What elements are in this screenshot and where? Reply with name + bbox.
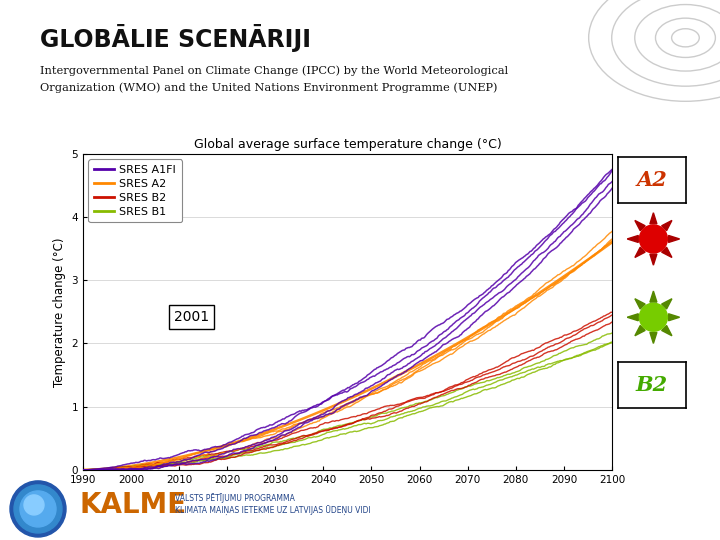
Polygon shape xyxy=(662,220,672,231)
Text: B2: B2 xyxy=(636,375,668,395)
Polygon shape xyxy=(662,247,672,258)
Text: KALME: KALME xyxy=(80,491,187,519)
Polygon shape xyxy=(635,247,645,258)
Polygon shape xyxy=(650,213,657,224)
Text: 2001: 2001 xyxy=(174,310,210,325)
Text: GLOBĀLIE SCENĀRIJI: GLOBĀLIE SCENĀRIJI xyxy=(40,24,310,52)
Polygon shape xyxy=(650,333,657,343)
Polygon shape xyxy=(627,235,638,242)
Polygon shape xyxy=(669,235,680,242)
Polygon shape xyxy=(635,326,645,336)
Circle shape xyxy=(639,225,667,253)
Circle shape xyxy=(24,495,44,515)
Text: Intergovernmental Panel on Climate Change (IPCC) by the World Meteorological: Intergovernmental Panel on Climate Chang… xyxy=(40,66,508,77)
Y-axis label: Temperature change (°C): Temperature change (°C) xyxy=(53,237,66,387)
Circle shape xyxy=(20,491,56,527)
Text: KLIMATA MAIŅAS IETEKME UZ LATVIJAS ŪDEŅU VIDI: KLIMATA MAIŅAS IETEKME UZ LATVIJAS ŪDEŅU… xyxy=(175,506,371,516)
Polygon shape xyxy=(662,299,672,309)
Circle shape xyxy=(639,303,667,331)
Legend: SRES A1FI, SRES A2, SRES B2, SRES B1: SRES A1FI, SRES A2, SRES B2, SRES B1 xyxy=(89,159,181,222)
Text: VALSTS PĒTĪJUMU PROGRAMMA: VALSTS PĒTĪJUMU PROGRAMMA xyxy=(175,493,295,503)
Text: Organization (WMO) and the United Nations Environment Programme (UNEP): Organization (WMO) and the United Nation… xyxy=(40,82,497,93)
Polygon shape xyxy=(627,314,638,321)
Polygon shape xyxy=(635,299,645,309)
Circle shape xyxy=(14,485,62,533)
Circle shape xyxy=(10,481,66,537)
Polygon shape xyxy=(650,254,657,265)
Polygon shape xyxy=(650,291,657,302)
Polygon shape xyxy=(669,314,680,321)
Polygon shape xyxy=(635,220,645,231)
Polygon shape xyxy=(662,326,672,336)
Title: Global average surface temperature change (°C): Global average surface temperature chang… xyxy=(194,138,501,151)
Text: A2: A2 xyxy=(636,170,667,190)
